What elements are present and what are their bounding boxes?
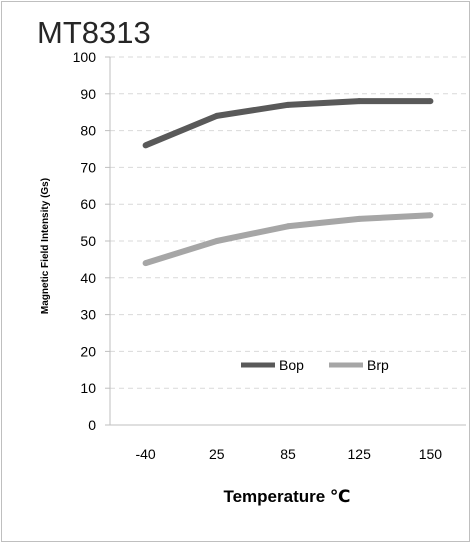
data-point-bop-25: [213, 112, 220, 119]
y-tick-label-90: 90: [80, 86, 96, 102]
data-point-brp-150: [427, 212, 434, 219]
series-line-brp: [144, 212, 431, 266]
legend-label-brp: Brp: [367, 357, 389, 373]
y-tick-label-0: 0: [88, 417, 96, 433]
data-point-bop-85: [285, 101, 291, 108]
data-point-brp-125: [356, 215, 363, 222]
y-tick-label-100: 100: [73, 49, 97, 65]
y-tick-label-60: 60: [80, 196, 96, 212]
axes: [105, 56, 466, 426]
chart-title: MT8313: [37, 15, 151, 50]
legend-label-bop: Bop: [279, 357, 304, 373]
y-tick-labels: 0 10 20 30 40 50 60 70 80 90 100: [73, 49, 97, 433]
series-lines: [142, 98, 434, 267]
y-tick-label-50: 50: [80, 233, 96, 249]
y-tick-label-40: 40: [80, 270, 96, 286]
data-point-bop-125: [356, 98, 363, 105]
y-axis-label: Magnetic Field Intensity (Gs): [40, 178, 51, 314]
y-tick-label-80: 80: [80, 123, 96, 139]
data-point-bop--40: [142, 142, 149, 149]
data-point-brp-85: [285, 223, 291, 230]
legend: Bop Brp: [241, 357, 389, 373]
data-point-brp-25: [213, 238, 220, 244]
data-point-brp--40: [142, 260, 149, 267]
x-tick-label-125: 125: [348, 446, 372, 462]
x-tick-label-25: 25: [209, 446, 225, 462]
x-tick-label-150: 150: [419, 446, 443, 462]
y-tick-label-20: 20: [80, 343, 96, 359]
y-tick-label-10: 10: [80, 380, 96, 396]
y-tick-label-70: 70: [80, 159, 96, 175]
x-tick-labels: -40 25 85 125 150: [135, 446, 442, 462]
x-axis-label: Temperature ℃: [223, 487, 350, 506]
x-tick-label--40: -40: [135, 446, 155, 462]
x-tick-label-85: 85: [280, 446, 296, 462]
data-point-bop-150: [427, 98, 434, 105]
y-tick-label-30: 30: [80, 307, 96, 323]
